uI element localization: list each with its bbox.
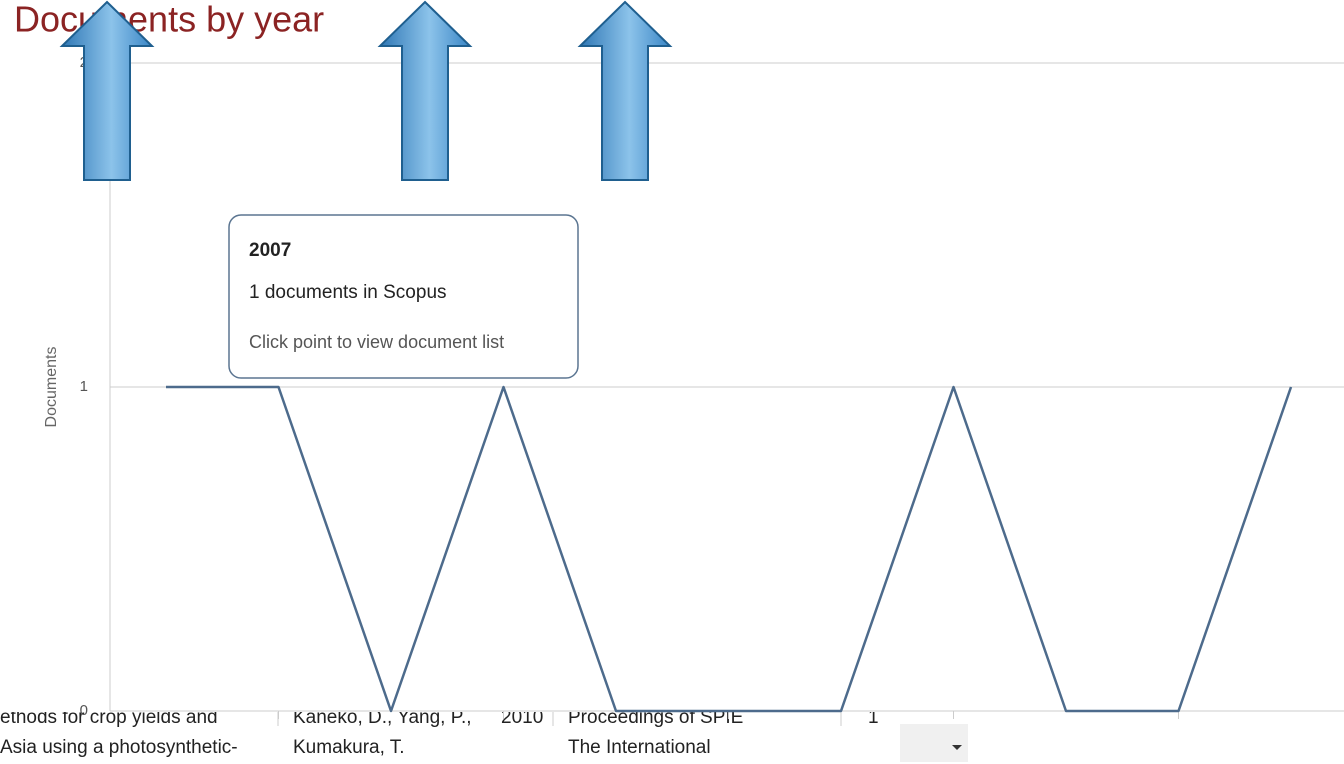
table-cell: Kaneko, D., Yang, P., [293, 707, 472, 728]
chart-title: Documents by year [14, 0, 324, 40]
table-cell: Kumakura, T. [293, 737, 405, 758]
data-line [166, 385, 1293, 713]
tooltip-box [228, 214, 579, 379]
y-axis-label: Documents [43, 347, 60, 428]
table-cell: 1 [868, 707, 879, 728]
tooltip: 2007 1 documents in Scopus Click point t… [228, 214, 579, 379]
table-cell: Proceedings of SPIE [568, 707, 743, 728]
table-cell: 2010 [501, 707, 543, 728]
arrow [577, 0, 673, 181]
arrow [377, 0, 473, 181]
tooltip-hint: Click point to view document list [249, 332, 504, 352]
table-cell: Asia using a photosynthetic- [0, 737, 238, 758]
tooltip-text: 1 documents in Scopus [249, 282, 447, 303]
annotation-arrows [59, 0, 673, 181]
dropdown-arrow [952, 745, 962, 750]
dropdown[interactable] [900, 724, 968, 762]
tooltip-title: 2007 [249, 240, 291, 261]
arrow [59, 0, 155, 181]
y-tick-label: 0 [80, 702, 88, 719]
background-table: ethods for crop yields and Asia using a p… [0, 707, 879, 758]
y-tick-label: 1 [80, 378, 88, 395]
chart: Documents by year Documents 012 [14, 0, 1344, 719]
table-cell: The International [568, 737, 711, 758]
table-cell: ethods for crop yields and [0, 707, 218, 728]
